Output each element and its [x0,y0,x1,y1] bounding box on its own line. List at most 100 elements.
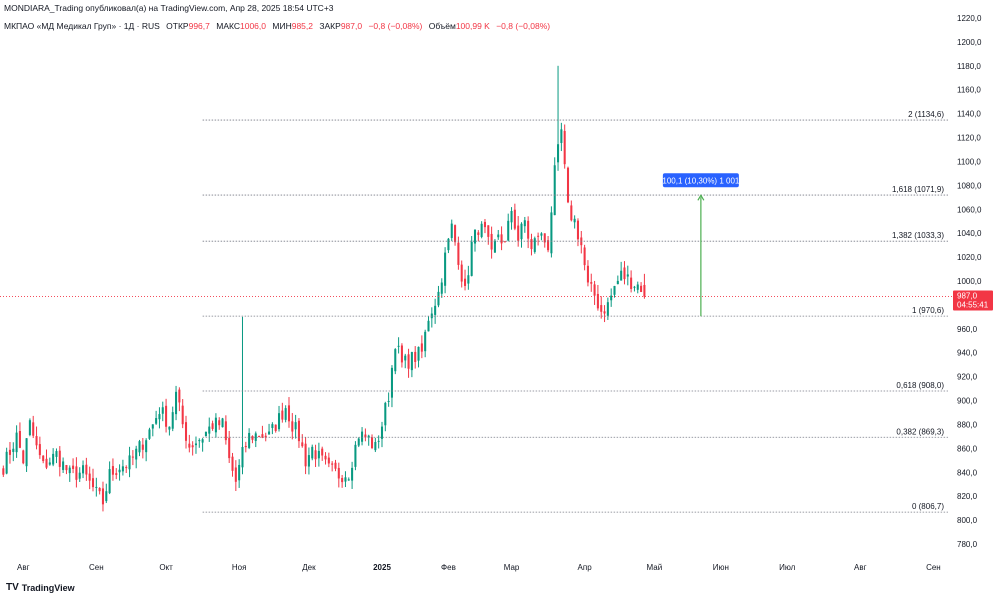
candle-body [636,284,639,290]
candle-body [165,405,168,427]
candle-body [454,225,457,243]
candle-body [374,442,377,451]
candle-body [424,331,427,352]
candle-body [261,434,264,438]
price-axis[interactable]: 1220,0 1200,0 1180,0 1160,0 1140,0 1120,0 1100… [957,14,982,549]
candle-body [314,450,317,460]
price-tick-label: 960,0 [957,325,978,334]
candle-body [523,220,526,227]
candle-body [497,234,500,238]
candle-body [480,223,483,237]
candle-body [570,205,573,221]
price-tick-label: 800,0 [957,516,978,525]
price-tick-label: 820,0 [957,492,978,501]
candle-body [297,420,300,442]
time-tick-label: Мар [504,563,520,572]
low-value: 985,2 [291,21,313,31]
candle-body [131,456,134,458]
tradingview-brand[interactable]: TV TradingView [6,582,75,593]
candle-body [477,232,480,235]
candle-body [171,412,174,429]
time-tick-label: Сен [89,563,104,572]
candle-body [72,465,75,469]
brand-name: TradingView [21,582,75,593]
candle-body [241,447,244,468]
candle-body [304,443,307,467]
candle-body [417,346,420,361]
price-tag-countdown: 04:55:41 [957,301,989,310]
candle-body [5,451,8,474]
measure-label: 100,1 (10,30%) 1 001 [662,176,739,185]
candle-body [82,465,85,474]
candle-body [357,438,360,446]
candle-body [467,275,470,284]
candle-body [271,424,274,428]
candle-body [623,267,626,280]
candle-body [394,349,397,372]
high-value: 1006,0 [240,21,266,31]
candle-body [537,235,540,237]
time-tick-label: 2025 [373,563,391,572]
candle-body [404,355,407,361]
candle-body [214,417,217,433]
candle-body [128,455,131,470]
candle-body [231,456,234,471]
candle-body [48,462,51,465]
candle-body [613,285,616,295]
candle-body [62,461,65,470]
time-tick-label: Авг [854,563,867,572]
price-tick-label: 1120,0 [957,134,981,143]
candle-body [228,437,231,459]
candle-body [178,389,181,403]
candle-body [281,410,284,420]
tradingview-logo-icon: TV [6,582,19,593]
price-tick-label: 1180,0 [957,62,981,71]
measure-label-box [662,173,739,188]
symbol-legend: МКПАО «МД Медикал Груп» · 1Д · RUS ОТКР 9… [4,21,554,31]
candle-body [91,478,95,488]
candle-body [118,469,121,473]
low-label: МИН [272,21,292,31]
candle-body [211,423,214,429]
time-tick-label: Сен [926,563,941,572]
candle-body [324,455,327,460]
candle-body [8,449,11,455]
change-value: −0,8 (−0,08%) [368,21,423,31]
time-axis[interactable]: Авг Сен Окт Ноя Дек 2025 Фев Мар Апр Май Июн Июл Авг… [17,563,941,572]
price-tick-label: 780,0 [957,540,978,549]
candle-body [410,352,413,371]
candle-body [208,426,211,434]
candle-body [111,466,114,475]
candle-body [626,274,629,277]
price-tag-value: 987,0 [957,292,978,301]
candle-body [287,405,291,422]
candle-body [367,435,370,438]
candle-body [191,445,194,448]
candle-body [58,450,61,467]
candle-body [530,239,533,250]
candle-body [135,448,138,460]
price-tick-label: 1220,0 [957,14,982,23]
price-tick-label: 1020,0 [957,253,982,262]
candle-body [503,241,506,243]
candle-body [483,221,486,228]
candle-body [35,436,38,446]
candle-body [590,282,593,284]
time-tick-label: Июн [713,563,729,572]
candle-body [337,467,340,479]
candle-body [576,220,580,240]
candle-body [221,418,224,428]
candle-body [380,426,384,439]
candle-body [244,445,247,448]
candle-body [22,450,25,464]
candle-body [181,405,184,425]
symbol-title[interactable]: МКПАО «МД Медикал Груп» · 1Д · RUS [4,21,160,31]
measure-tool: 100,1 (10,30%) 1 001 [662,173,740,317]
candle-body [351,467,354,481]
candle-body [344,477,347,482]
candle-body [600,305,603,312]
candle-body [291,421,294,432]
open-label: ОТКР [166,21,189,31]
candle-body [327,457,330,464]
